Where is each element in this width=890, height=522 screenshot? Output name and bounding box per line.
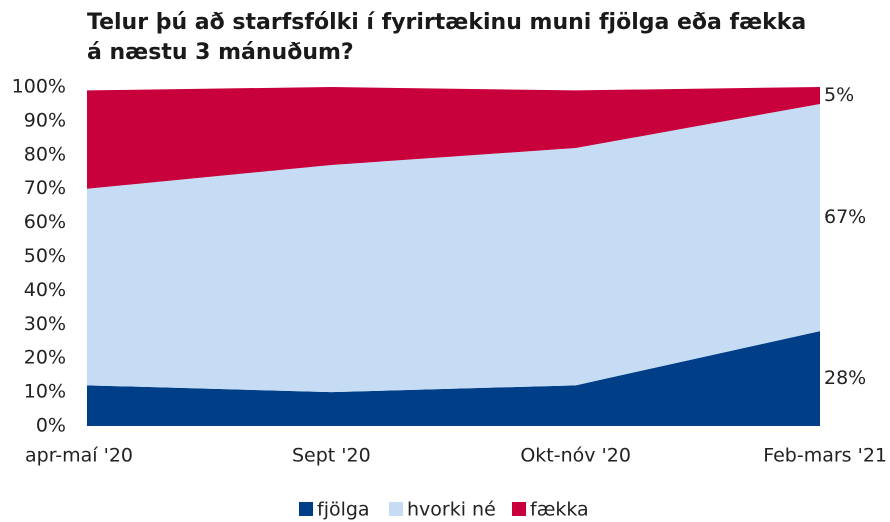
y-tick-label: 60%	[24, 211, 66, 233]
y-tick-label: 70%	[24, 177, 66, 199]
area	[87, 87, 820, 189]
legend-swatch	[512, 502, 526, 516]
area	[87, 103, 820, 393]
legend-label: fjölga	[317, 499, 370, 521]
value-label: 5%	[824, 84, 854, 106]
value-label: 28%	[824, 367, 866, 389]
x-tick-label: Okt-nóv '20	[520, 445, 631, 467]
y-tick-label: 40%	[24, 279, 66, 301]
area	[87, 331, 820, 426]
y-tick-label: 0%	[36, 415, 66, 437]
x-tick-label: Sept '20	[292, 445, 371, 467]
chart-title: Telur þú að starfsfólki í fyrirtækinu mu…	[87, 10, 807, 65]
legend-swatch	[299, 502, 313, 516]
y-tick-label: 30%	[24, 313, 66, 335]
y-tick-label: 80%	[24, 143, 66, 165]
y-tick-label: 100%	[12, 76, 66, 98]
x-tick-label: apr-maí '20	[25, 445, 133, 467]
y-tick-label: 50%	[24, 245, 66, 267]
y-tick-label: 20%	[24, 347, 66, 369]
legend-swatch	[389, 502, 403, 516]
legend-label: fækka	[530, 499, 589, 521]
value-label: 67%	[824, 206, 866, 228]
legend-label: hvorki né	[407, 499, 496, 521]
x-tick-label: Feb-mars '21	[763, 445, 887, 467]
y-tick-label: 10%	[24, 381, 66, 403]
y-tick-label: 90%	[24, 109, 66, 131]
